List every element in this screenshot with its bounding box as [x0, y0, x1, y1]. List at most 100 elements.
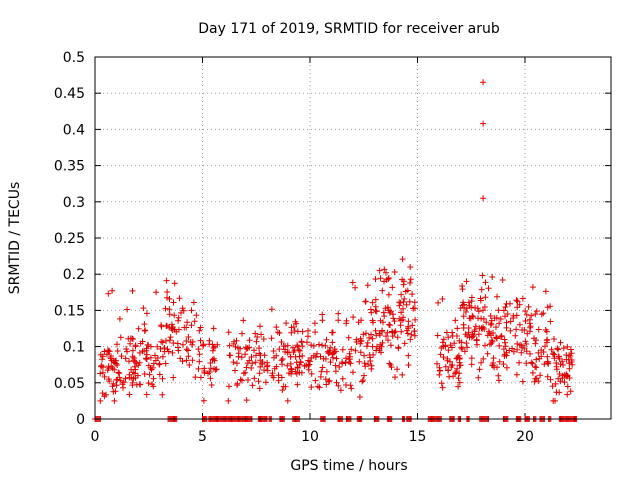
data-point [225, 329, 232, 336]
data-point [453, 369, 460, 376]
data-point [490, 330, 496, 336]
data-point [452, 317, 459, 324]
data-point [314, 350, 320, 357]
data-point [434, 332, 441, 339]
data-point [186, 362, 193, 368]
data-point [484, 350, 491, 357]
data-point [150, 375, 157, 382]
data-point [99, 369, 106, 376]
data-point [282, 343, 289, 350]
data-point [496, 320, 503, 327]
data-point [383, 269, 389, 276]
data-point [514, 346, 521, 353]
data-point [150, 383, 157, 390]
data-point [237, 345, 244, 352]
data-point [114, 362, 121, 368]
data-point [466, 315, 473, 322]
data-point [107, 355, 114, 361]
data-point [544, 336, 551, 343]
data-point [136, 349, 143, 356]
data-point [331, 346, 338, 353]
data-point [478, 286, 485, 293]
data-point [404, 330, 411, 337]
data-point [514, 304, 521, 311]
data-point [279, 387, 286, 394]
data-point [569, 361, 576, 368]
data-point [233, 337, 240, 344]
data-point [226, 342, 233, 349]
data-point [516, 321, 523, 328]
data-point [555, 346, 562, 353]
y-tick-label: 0.45 [54, 86, 85, 102]
data-point [109, 383, 116, 390]
data-point [292, 368, 299, 375]
data-point [195, 346, 202, 353]
data-point [523, 311, 530, 318]
data-point [445, 347, 452, 354]
data-point [294, 328, 301, 335]
data-point [183, 338, 190, 344]
data-point [387, 361, 394, 368]
data-point [252, 330, 259, 337]
data-point [438, 380, 445, 387]
data-point [469, 331, 476, 338]
data-point [99, 353, 106, 360]
data-point [556, 371, 563, 377]
data-point [493, 314, 500, 321]
data-point [460, 313, 467, 320]
data-point [159, 375, 166, 382]
data-point [383, 333, 389, 340]
data-point [434, 360, 440, 367]
data-point [346, 359, 353, 365]
data-point [384, 329, 391, 336]
data-point [462, 309, 469, 315]
data-point [273, 363, 280, 370]
data-point [103, 391, 109, 398]
data-point [457, 362, 464, 369]
data-point [387, 322, 393, 329]
data-point [348, 346, 355, 353]
data-point [207, 360, 214, 366]
data-point [535, 349, 542, 356]
data-point [183, 346, 190, 353]
data-point [126, 358, 132, 365]
x-tick-label: 0 [91, 429, 100, 445]
data-point [126, 391, 133, 398]
data-point [166, 311, 173, 318]
data-point [361, 360, 368, 367]
data-point [368, 309, 375, 316]
data-point [158, 323, 165, 330]
data-point [363, 343, 370, 350]
data-point [394, 366, 401, 373]
x-tick-label: 10 [301, 429, 319, 445]
data-point [472, 323, 479, 330]
data-point [240, 317, 247, 324]
data-point [501, 336, 508, 343]
data-point [490, 355, 497, 362]
data-point [254, 334, 261, 340]
data-point [129, 287, 136, 294]
data-point [335, 310, 342, 317]
data-point [378, 349, 384, 356]
data-point [439, 339, 446, 346]
data-point [119, 381, 126, 388]
data-point [249, 382, 256, 389]
data-point [443, 329, 450, 336]
data-point [308, 370, 315, 377]
data-point [547, 303, 554, 310]
data-point [527, 323, 534, 330]
data-point [445, 367, 451, 374]
data-point [445, 334, 452, 341]
data-point [337, 387, 344, 394]
data-point [145, 380, 152, 387]
data-point [163, 277, 170, 284]
data-point [159, 391, 166, 398]
data-point [157, 346, 164, 352]
data-point [369, 299, 376, 306]
data-point [463, 340, 470, 347]
data-point [493, 335, 500, 342]
data-point [108, 357, 115, 364]
data-point [196, 351, 203, 358]
data-point [496, 342, 503, 349]
